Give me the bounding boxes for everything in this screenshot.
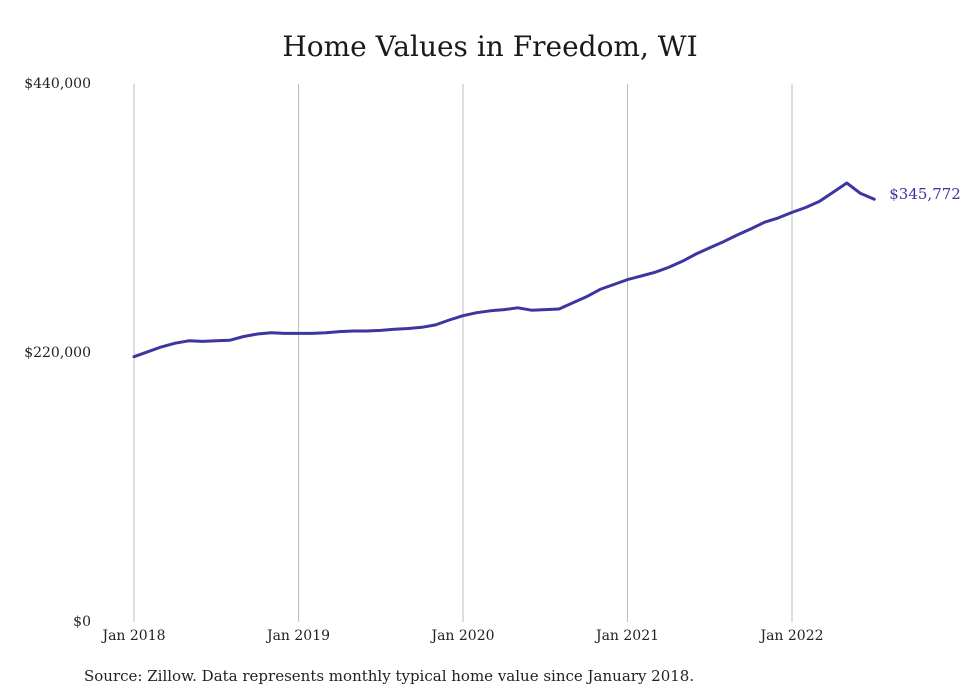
y-axis-ticks: $0 $220,000 $440,000 xyxy=(24,76,91,630)
x-tick-label: Jan 2022 xyxy=(758,628,823,644)
y-tick-label: $0 xyxy=(73,614,91,630)
x-axis-ticks: Jan 2018 Jan 2019 Jan 2020 Jan 2021 Jan 2022 xyxy=(100,628,823,644)
x-tick-label: Jan 2019 xyxy=(265,628,330,644)
series-layer: $345,772 xyxy=(132,181,961,359)
source-note: Source: Zillow. Data represents monthly … xyxy=(84,667,695,685)
series-line xyxy=(132,181,876,359)
y-tick-label: $220,000 xyxy=(24,345,91,361)
x-tick-label: Jan 2018 xyxy=(100,628,165,644)
chart-title: Home Values in Freedom, WI xyxy=(282,30,698,63)
x-tick-label: Jan 2021 xyxy=(594,628,659,644)
x-tick-label: Jan 2020 xyxy=(429,628,494,644)
end-value-label: $345,772 xyxy=(889,185,961,203)
grid-lines xyxy=(133,84,793,622)
y-tick-label: $440,000 xyxy=(24,76,91,92)
